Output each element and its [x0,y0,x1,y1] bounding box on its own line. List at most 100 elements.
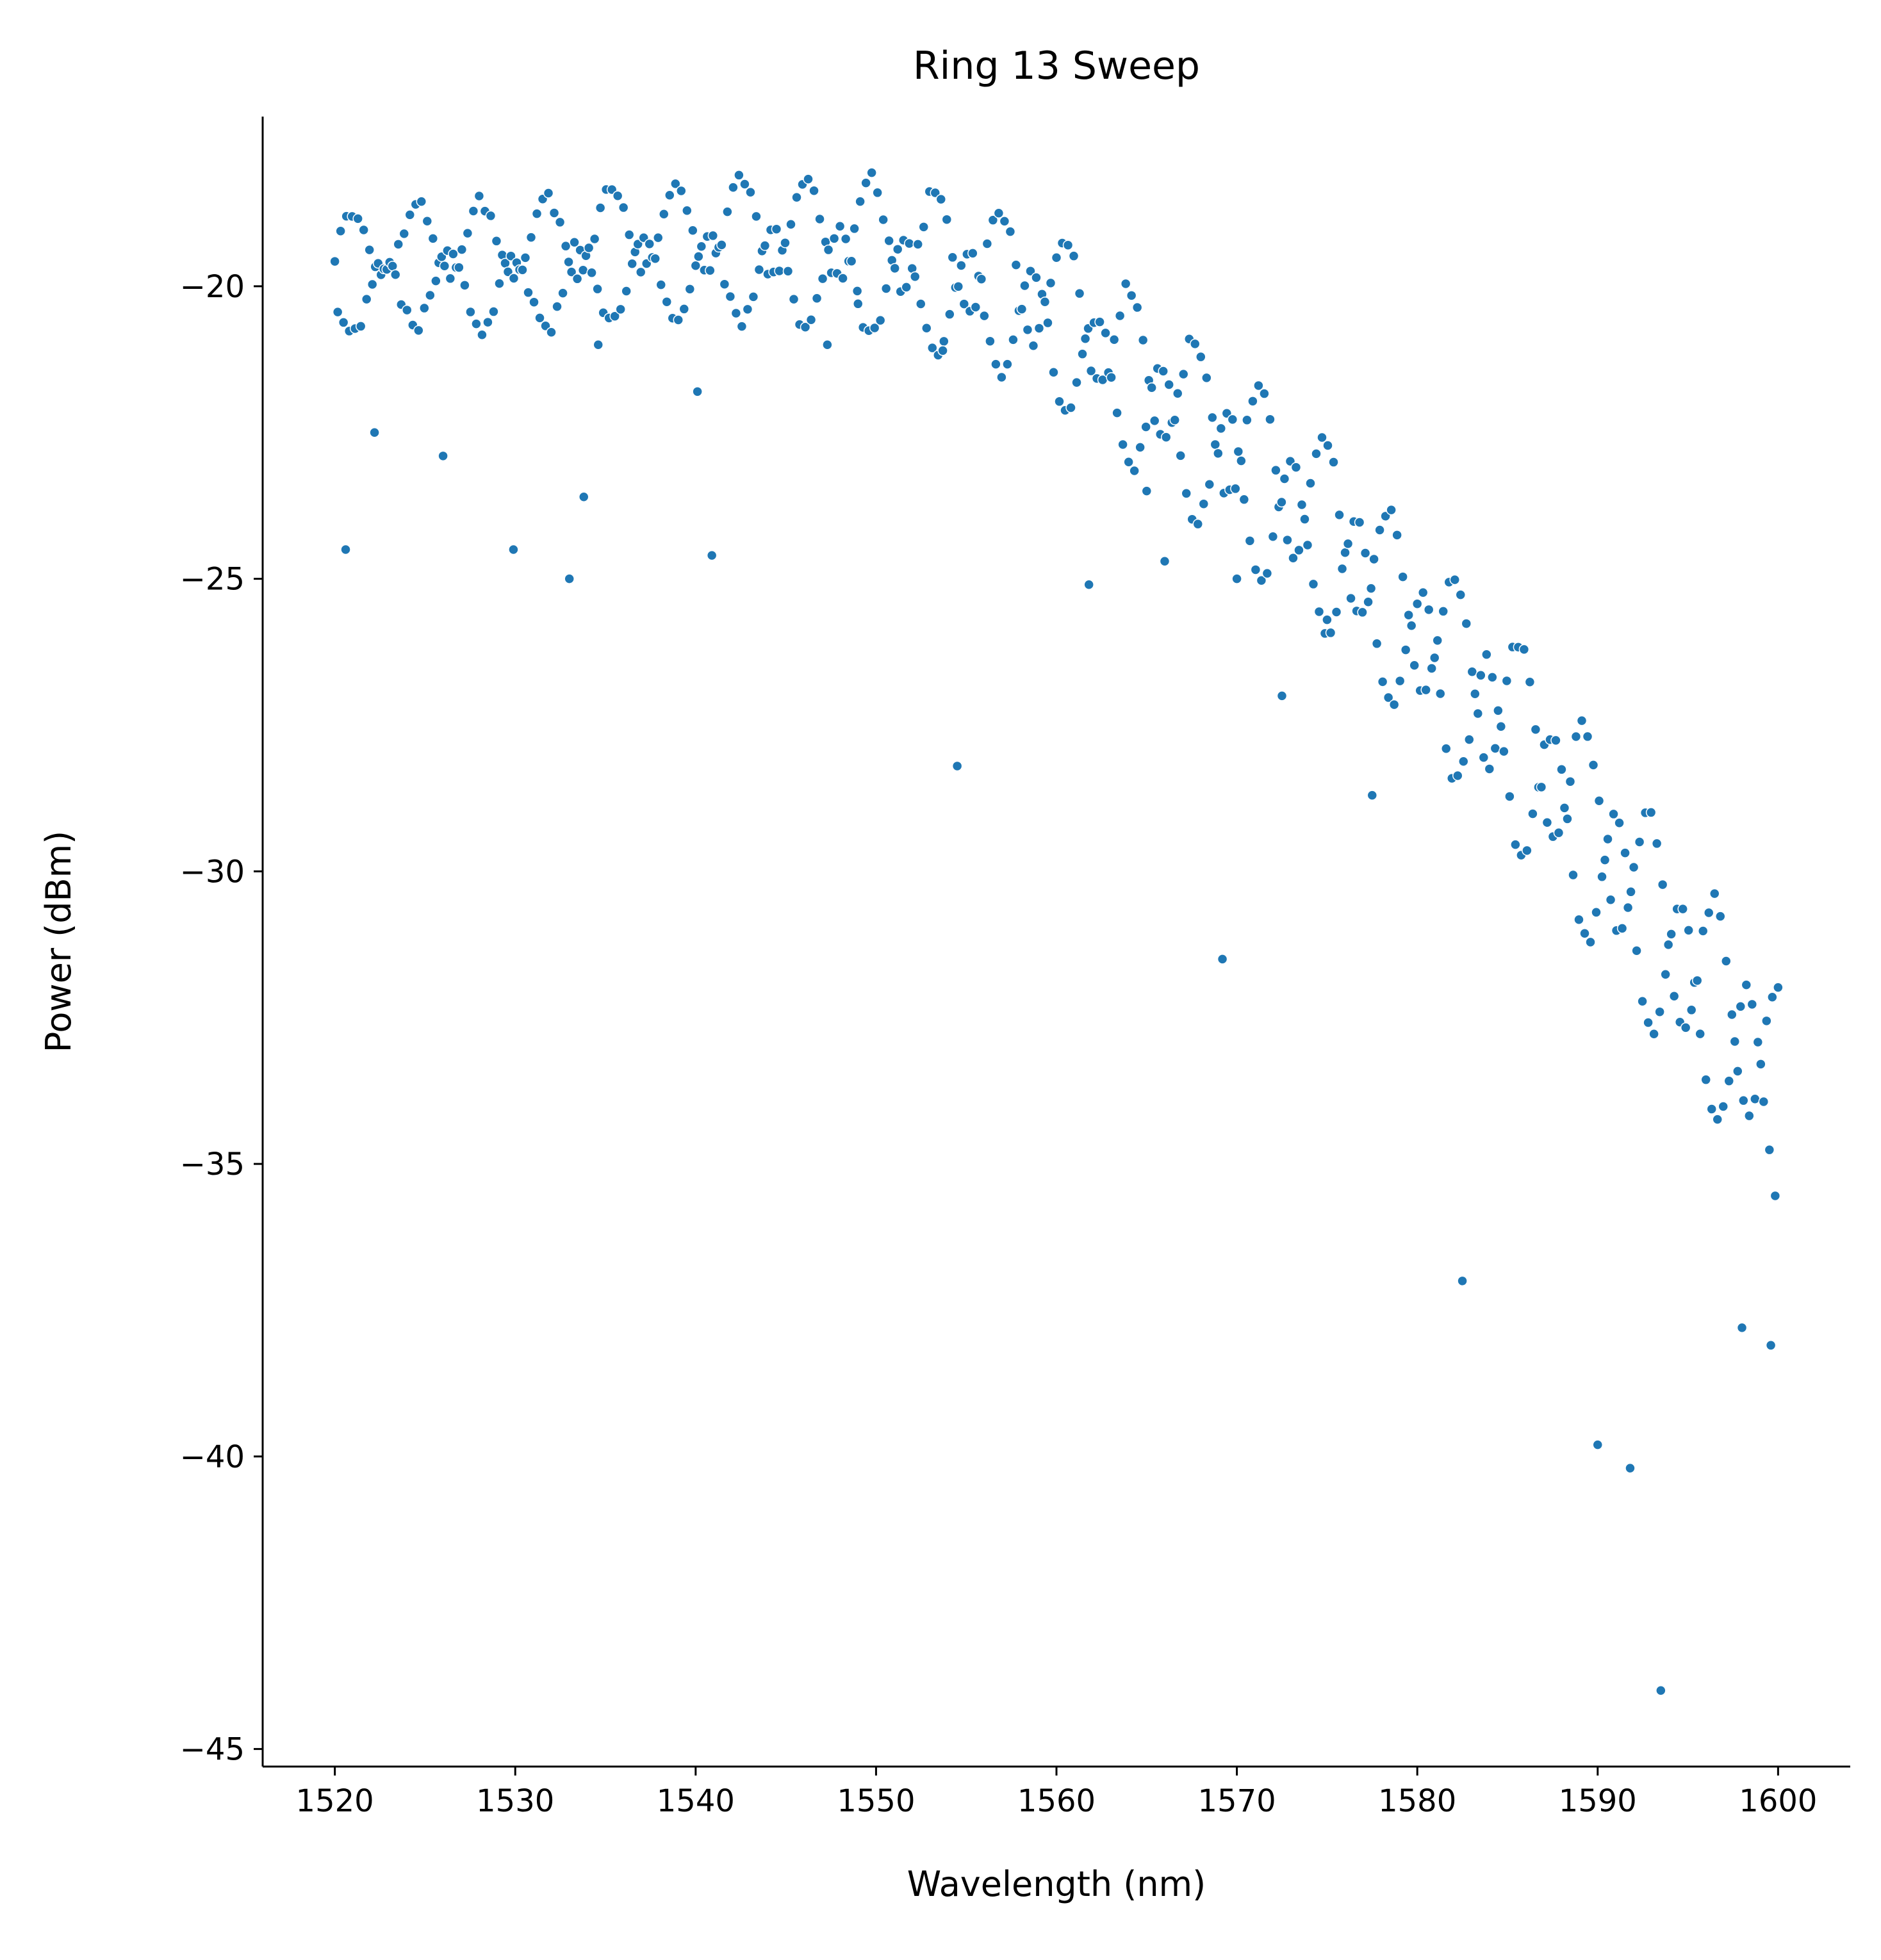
data-point [840,233,851,245]
data-point [1123,457,1134,468]
data-point [1256,575,1267,586]
data-point [615,304,626,315]
data-point [742,304,753,315]
data-point [329,256,340,267]
data-point [1054,396,1065,407]
x-tick-label: 1590 [1559,1783,1637,1819]
data-point [1559,803,1570,813]
data-point [525,232,537,243]
data-point [1409,660,1420,671]
data-point [589,233,600,245]
data-point [1181,488,1192,499]
data-point [1625,1462,1636,1474]
data-point [456,244,468,255]
data-point [404,209,416,220]
data-point [482,316,493,328]
data-point [1691,975,1703,986]
data-point [462,227,473,239]
data-point [1253,380,1264,391]
data-point [1464,734,1475,745]
data-point [1738,1095,1749,1106]
data-point [1400,644,1411,655]
data-point [369,427,380,438]
data-point [1556,764,1567,775]
data-point [531,208,543,219]
data-point [1579,927,1590,939]
x-tick-label: 1580 [1378,1783,1456,1819]
data-point [782,266,794,277]
data-point [1340,547,1351,558]
data-point [352,213,363,224]
data-point [676,185,687,197]
data-point [1045,277,1056,289]
data-point [1582,731,1593,742]
data-point [1683,925,1694,936]
data-point [1313,606,1325,617]
data-point [1605,894,1616,906]
data-point [1077,348,1088,359]
data-point [953,281,964,292]
data-point [508,273,520,284]
data-point [1074,288,1085,299]
data-point [1478,752,1490,763]
data-point [1238,494,1250,505]
data-point [1259,388,1270,399]
data-point [1005,226,1016,237]
data-point [937,345,948,356]
data-point [1158,366,1169,377]
data-point [1368,553,1379,565]
data-point [494,278,505,289]
data-point [1331,607,1342,617]
data-point [834,221,846,232]
data-point [592,283,603,295]
data-point [853,298,864,309]
data-point [817,273,828,284]
data-point [652,232,664,243]
data-point [837,273,848,284]
data-point [508,544,519,555]
data-point [534,313,545,323]
data-point [1423,604,1434,616]
data-point [734,170,744,181]
data-point [1388,699,1400,710]
data-point [560,240,571,252]
data-point [1648,1029,1659,1040]
data-point [355,321,366,332]
data-point [1080,333,1091,344]
data-point [1397,571,1408,582]
data-point [1434,688,1446,699]
data-point [1261,568,1273,579]
data-point [1159,555,1170,567]
data-point [1100,327,1111,339]
data-point [851,286,863,297]
data-point [1697,926,1709,936]
data-point [1553,827,1565,838]
data-point [670,178,681,190]
data-point [445,273,456,284]
data-point [1172,388,1183,399]
data-point [1068,250,1080,261]
data-point [1657,879,1668,890]
data-point [1680,1022,1691,1033]
data-point [1472,708,1484,719]
data-point [785,218,796,230]
data-point [1490,743,1501,754]
data-point [1602,833,1613,845]
data-point [1634,837,1645,847]
data-point [1394,675,1406,687]
data-point [1192,518,1204,530]
data-point [1141,486,1153,496]
data-point [505,250,516,261]
data-point [903,238,915,249]
data-point [993,208,1005,219]
data-point [1616,923,1628,934]
data-point [1126,290,1137,301]
data-point [439,260,450,272]
data-point [459,280,470,291]
data-point [947,252,958,263]
data-point [529,297,539,307]
data-point [1530,724,1541,735]
y-tick-label: −20 [180,269,245,305]
data-point [1250,564,1261,575]
data-point [869,322,880,334]
